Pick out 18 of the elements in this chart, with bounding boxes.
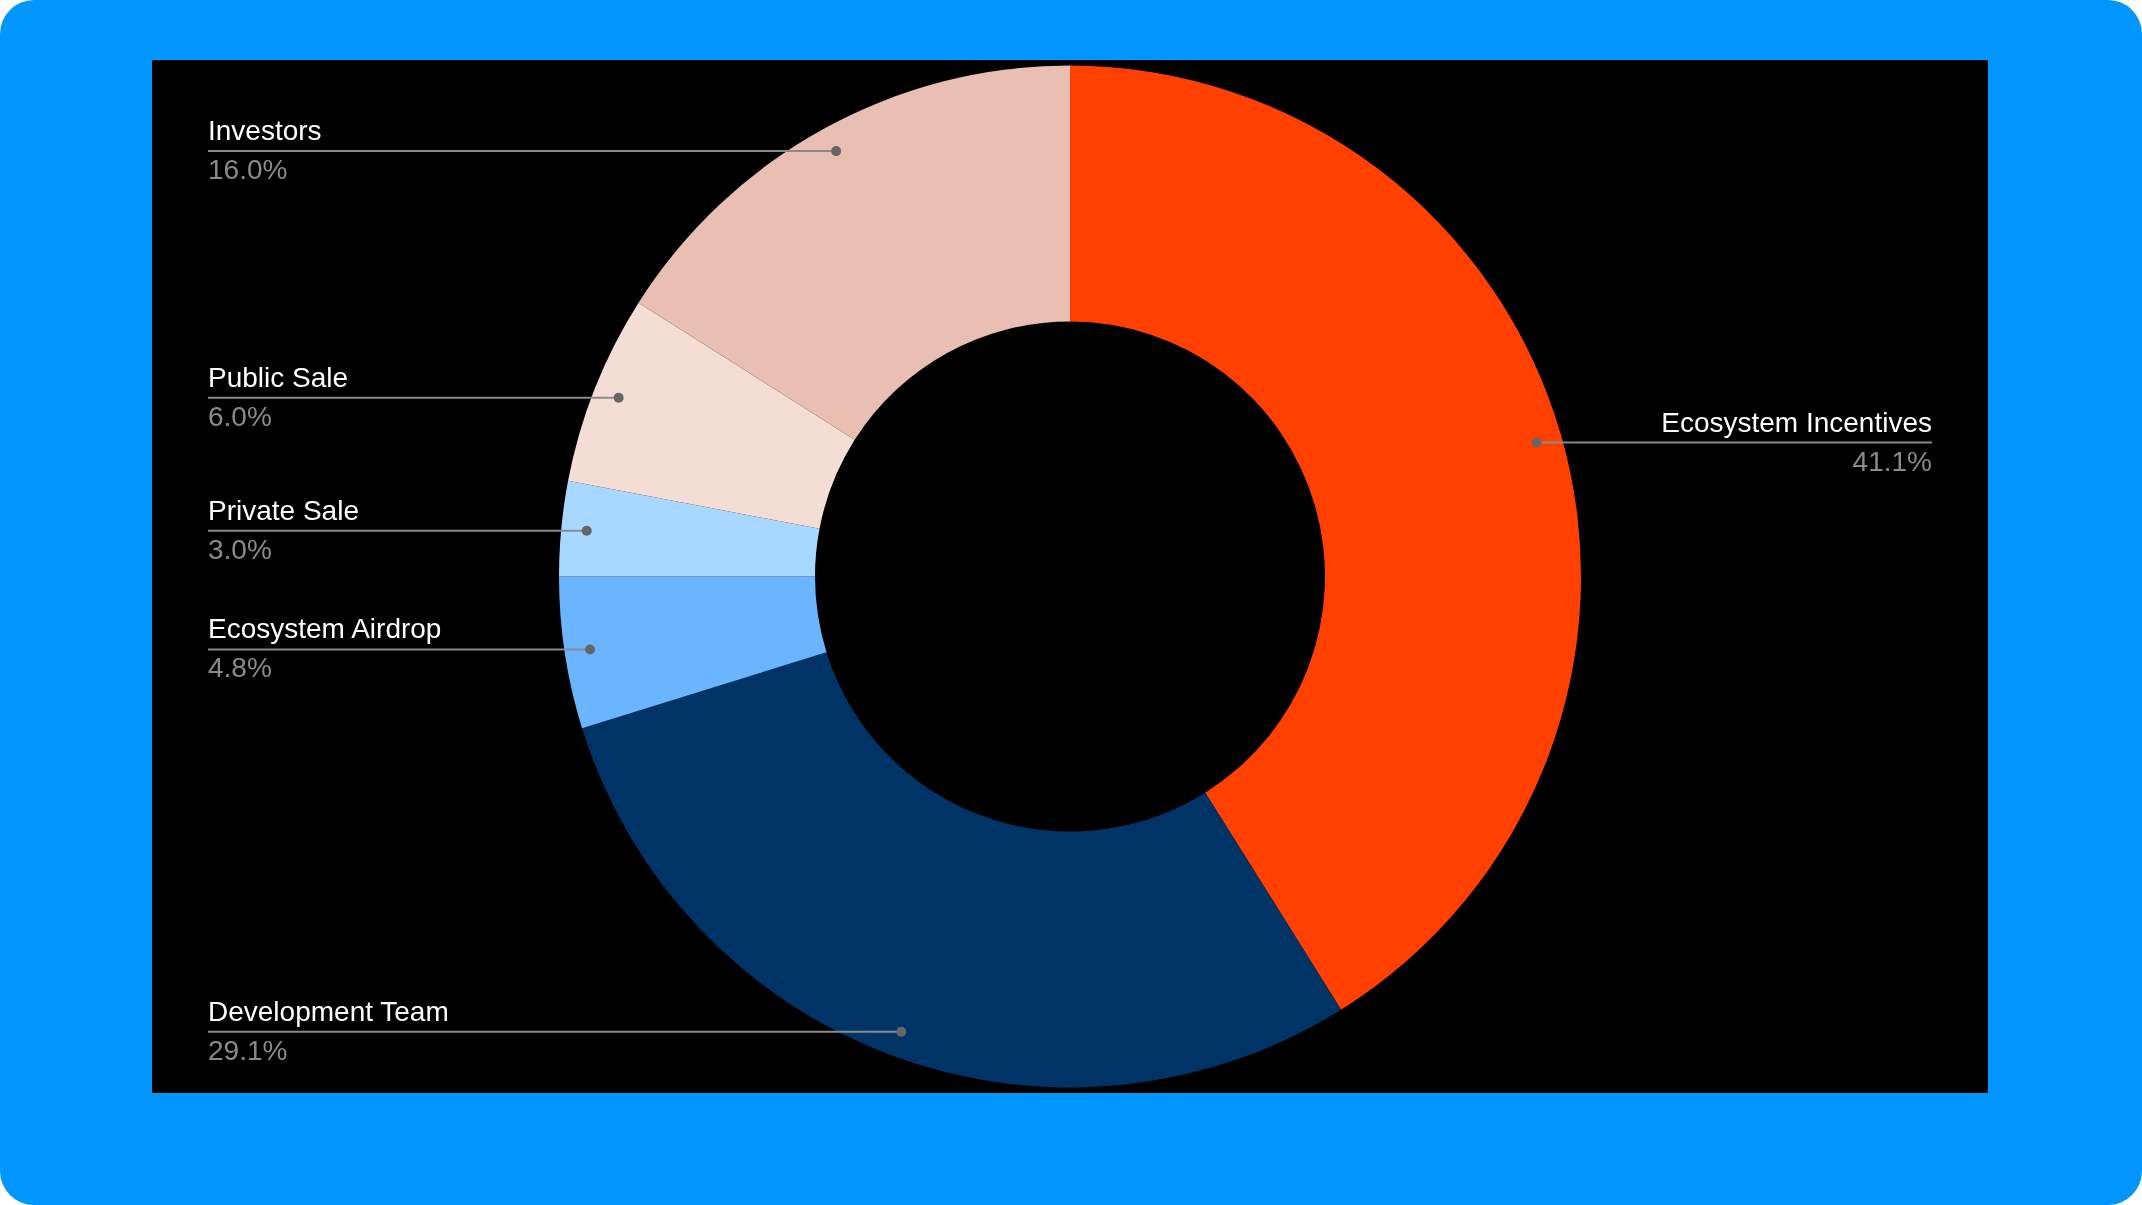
slice-label: Public Sale <box>208 361 349 393</box>
donut-slice <box>559 480 820 577</box>
donut-slice <box>638 65 1070 440</box>
slice-label: Investors <box>208 115 322 147</box>
donut-slice <box>559 576 827 729</box>
donut-slice <box>582 652 1342 1087</box>
data-label: 29.1% <box>208 1034 288 1066</box>
donut-slice <box>568 302 855 529</box>
slice-label: Development Team <box>208 995 449 1027</box>
data-label: 6.0% <box>208 400 272 432</box>
slice-label: Ecosystem Incentives <box>1661 406 1932 438</box>
donut-slice <box>1070 65 1581 1010</box>
data-label: 4.8% <box>208 652 272 684</box>
data-label: 41.1% <box>1852 445 1932 477</box>
data-label: 3.0% <box>208 533 272 565</box>
slice-label: Ecosystem Airdrop <box>208 613 442 645</box>
data-label: 16.0% <box>208 154 288 186</box>
slice-label: Private Sale <box>208 494 359 526</box>
